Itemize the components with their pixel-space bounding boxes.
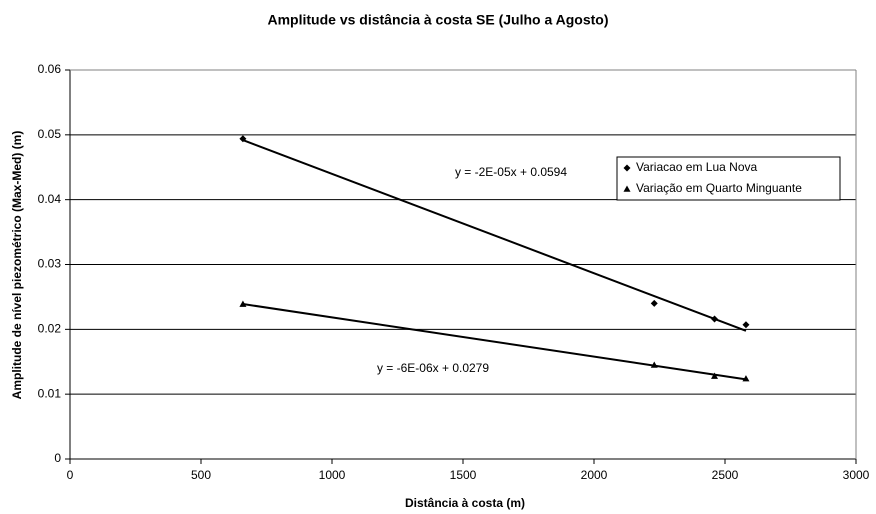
- trendline: [242, 303, 747, 381]
- legend: Variacao em Lua Nova Variação em Quarto M…: [616, 156, 841, 201]
- diamond-marker: [650, 299, 658, 307]
- y-tick-label: 0.02: [38, 322, 62, 336]
- y-tick-label: 0.01: [38, 386, 62, 400]
- y-tick-label: 0: [54, 451, 61, 465]
- diamond-marker: [711, 315, 719, 323]
- chart-title: Amplitude vs distância à costa SE (Julho…: [268, 12, 609, 28]
- x-tick-label: 2000: [581, 468, 608, 482]
- triangle-marker: [650, 361, 658, 368]
- triangle-marker: [623, 185, 631, 192]
- triangle-marker: [742, 375, 750, 382]
- x-tick-label: 2500: [712, 468, 739, 482]
- triangle-marker: [239, 300, 247, 307]
- x-tick-label: 1000: [319, 468, 346, 482]
- diamond-marker: [239, 135, 247, 143]
- legend-label: Variação em Quarto Minguante: [636, 181, 802, 195]
- y-tick-label: 0.06: [38, 62, 62, 76]
- trendline-label: y = -6E-06x + 0.0279: [377, 361, 489, 375]
- diamond-marker: [623, 164, 631, 172]
- x-tick-label: 3000: [843, 468, 870, 482]
- x-tick-label: 1500: [450, 468, 477, 482]
- x-tick-label: 500: [191, 468, 211, 482]
- y-axis-title: Amplitude de nível piezométrico (Max-Med…: [10, 131, 24, 400]
- y-tick-label: 0.03: [38, 257, 62, 271]
- x-axis-title: Distância à costa (m): [405, 496, 525, 510]
- legend-label: Variacao em Lua Nova: [636, 160, 758, 174]
- triangle-marker: [711, 372, 719, 379]
- trendline: [242, 139, 747, 332]
- y-tick-label: 0.04: [38, 192, 62, 206]
- trendline-label: y = -2E-05x + 0.0594: [455, 165, 567, 179]
- diamond-marker: [742, 321, 750, 329]
- x-tick-label: 0: [67, 468, 74, 482]
- legend-box: [616, 156, 841, 201]
- y-tick-label: 0.05: [38, 127, 62, 141]
